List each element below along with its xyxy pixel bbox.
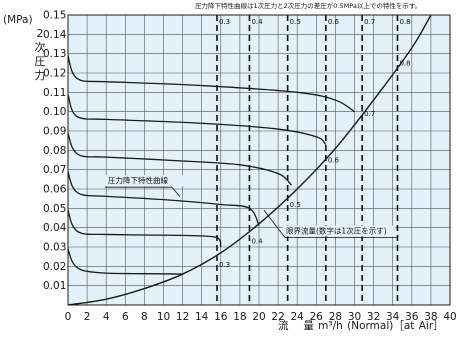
x-tick-label: 38 — [424, 311, 437, 323]
limit-line-label-top: 0.4 — [251, 18, 263, 26]
x-tick-label: 22 — [271, 311, 284, 323]
x-tick-label: 24 — [291, 311, 305, 323]
y-tick-label: 0.12 — [43, 68, 66, 80]
plot-frame — [67, 14, 451, 306]
x-tick-label: 16 — [214, 311, 228, 323]
grid — [67, 14, 451, 305]
y-tick-label: 0.04 — [43, 222, 67, 234]
pressure-drop-label-bg — [104, 175, 194, 187]
y-tick-label: 0.05 — [43, 203, 66, 215]
x-tick-label: 40 — [443, 311, 456, 323]
y-tick-label: 0.11 — [43, 87, 66, 99]
pressure-drop-label: 圧力降下特性曲線 — [108, 175, 168, 185]
pressure-drop-curve-6 — [67, 55, 355, 113]
x-tick-label: 26 — [310, 311, 324, 323]
x-tick-label: 10 — [157, 311, 170, 323]
x-tick-label: 8 — [141, 311, 148, 323]
chart-note: 圧力降下特性曲線は1次圧力と2次圧力の差圧が0.5MPa以上での特性を示す。 — [195, 2, 422, 10]
pressure-drop-leader — [171, 186, 181, 197]
limit-line-label-top: 0.6 — [328, 18, 340, 26]
y-tick-label: 0.09 — [43, 126, 66, 138]
pressure-drop-curve-5 — [67, 94, 327, 146]
pressure-drop-curve-1 — [67, 248, 183, 275]
y-tick-label: 0.01 — [43, 280, 66, 292]
limit-line-label: 0.3 — [219, 261, 230, 269]
x-axis-label: 流 量 m³/h (Normal)［at Air］ — [278, 320, 444, 332]
x-tick-label: 18 — [233, 311, 246, 323]
x-tick-label: 2 — [84, 311, 91, 323]
limit-line-label-top: 0.7 — [364, 18, 375, 26]
x-tick-label: 32 — [367, 311, 380, 323]
x-tick-label: 12 — [176, 311, 189, 323]
limit-flow-curve — [67, 14, 432, 306]
limit-flow-label: 限界流量(数字は1次圧を示す) — [286, 225, 387, 235]
limit-line-label-top: 0.3 — [219, 18, 230, 26]
y-tick-label: 0.02 — [43, 261, 66, 273]
x-tick-label: 30 — [348, 311, 361, 323]
y-tick-label: 0.15 — [43, 10, 66, 22]
y-axis-unit: (MPa) — [3, 14, 33, 26]
y-axis-label-char: 次 — [34, 41, 46, 54]
limit-line-label: 0.5 — [290, 201, 301, 209]
y-tick-label: 0.08 — [43, 145, 66, 157]
y-tick-label: 0.13 — [43, 48, 66, 60]
limit-line-label: 0.4 — [251, 238, 263, 246]
y-axis-label-char: 力 — [34, 69, 46, 82]
limit-line-label-top: 0.8 — [399, 18, 410, 26]
pressure-drop-curve-2 — [67, 210, 222, 248]
pressure-drop-curve-3 — [67, 171, 260, 227]
y-tick-label: 0.07 — [43, 164, 66, 176]
limit-flow-label-bg — [283, 225, 395, 237]
x-tick-label: 0 — [65, 311, 72, 323]
x-tick-label: 4 — [103, 311, 110, 323]
y-tick-label: 0.03 — [43, 242, 66, 254]
pressure-drop-curves — [67, 55, 355, 275]
limit-line-label: 0.8 — [399, 60, 410, 68]
x-tick-label: 6 — [122, 311, 129, 323]
limit-line-label: 0.7 — [364, 110, 375, 118]
y-tick-label: 0.06 — [43, 184, 67, 196]
x-tick-label: 20 — [252, 311, 265, 323]
y-tick-label: 0.14 — [43, 29, 67, 41]
y-axis-label-char: 圧 — [34, 55, 46, 68]
x-tick-label: 36 — [405, 311, 419, 323]
x-tick-label: 28 — [329, 311, 342, 323]
tick-labels: 0 2 4 6 8 10 12 14 16 18 20 22 24 26 28 30 32 34 36 38 400.0… — [43, 10, 457, 324]
x-tick-label: 34 — [386, 311, 400, 323]
limit-line-label: 0.6 — [328, 156, 340, 164]
x-tick-label: 14 — [195, 311, 209, 323]
limit-flow-leader — [263, 210, 286, 238]
y-axis-label-char: 2 — [36, 27, 44, 40]
limit-line-label-top: 0.5 — [290, 18, 301, 26]
y-tick-label: 0.10 — [43, 106, 66, 118]
pressure-drop-curve-4 — [67, 132, 292, 186]
